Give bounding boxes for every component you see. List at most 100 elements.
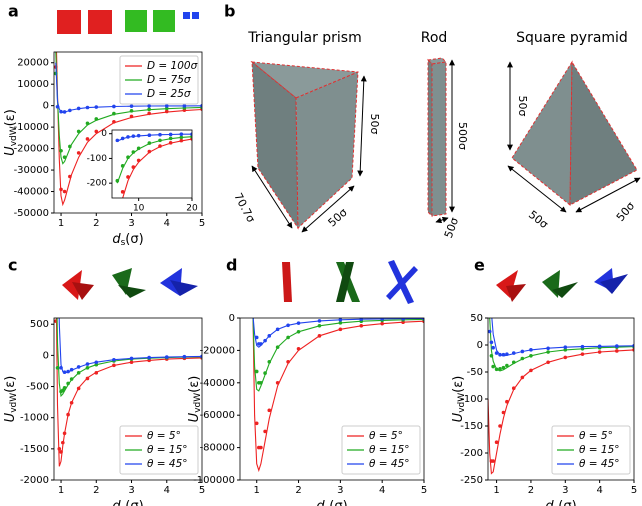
- panel-label: e: [474, 256, 485, 275]
- x-tick-label: 4: [164, 218, 170, 229]
- point: [129, 360, 134, 365]
- plot-area: [488, 318, 634, 475]
- y-tick-label: -60000: [200, 410, 235, 421]
- point: [68, 144, 72, 149]
- point: [94, 129, 99, 134]
- x-label-part: s: [121, 238, 126, 248]
- point: [632, 344, 634, 348]
- dimension-label: 500σ: [456, 122, 469, 150]
- point: [164, 104, 169, 108]
- x-tick-label: 2: [528, 485, 534, 496]
- shapes: [250, 57, 638, 230]
- point: [94, 360, 99, 365]
- point: [338, 318, 343, 322]
- y-axis-label: UvdW(ε): [451, 376, 467, 423]
- y-tick-label: 0: [43, 101, 49, 112]
- x-tick-label: 3: [128, 218, 134, 229]
- point: [494, 351, 499, 355]
- dimension-label: 70.7σ: [231, 191, 257, 225]
- x-tick-label: 1: [254, 485, 260, 496]
- legend-label: θ = 15°: [147, 444, 188, 456]
- point: [498, 352, 502, 357]
- dimension-label: 50σ: [614, 199, 637, 223]
- point: [94, 362, 99, 367]
- point: [129, 109, 134, 113]
- point: [529, 368, 533, 373]
- point: [66, 369, 70, 374]
- point: [263, 338, 267, 343]
- point: [94, 371, 99, 375]
- x-label-part: d: [545, 499, 554, 506]
- point: [76, 106, 81, 111]
- point: [129, 356, 134, 361]
- y-tick-label: -30000: [14, 165, 49, 176]
- x-label-part: (σ): [125, 499, 143, 506]
- curve: [122, 138, 192, 198]
- point: [259, 381, 263, 385]
- point: [563, 345, 568, 349]
- point: [254, 335, 259, 340]
- x-tick-label: 4: [596, 485, 602, 496]
- y-tick-label: -1500: [20, 444, 49, 455]
- point: [59, 450, 63, 454]
- point: [380, 321, 384, 326]
- point: [85, 121, 90, 126]
- panel-label: a: [8, 2, 19, 21]
- x-tick-label: 2: [93, 485, 99, 496]
- dimension-arrows: [251, 59, 641, 233]
- legend-label: D = 75σ: [147, 74, 191, 86]
- point: [76, 129, 81, 134]
- x-tick-label: 3: [337, 485, 343, 496]
- point: [200, 354, 202, 359]
- point: [129, 114, 134, 119]
- point: [76, 386, 81, 391]
- y-tick-label: -20000: [200, 345, 235, 356]
- point: [62, 189, 67, 194]
- point: [501, 365, 506, 370]
- dimension-label: 50σ: [516, 96, 529, 117]
- x-tick-label: 5: [421, 485, 427, 496]
- y-tick-label: -100000: [193, 475, 235, 486]
- point: [147, 355, 151, 360]
- point: [158, 144, 162, 148]
- point: [76, 365, 81, 369]
- point: [511, 351, 516, 355]
- y-tick-label: 0: [477, 340, 483, 351]
- point: [359, 318, 364, 322]
- point: [267, 408, 272, 413]
- point: [147, 111, 151, 116]
- plot-area: [54, 52, 202, 207]
- legend-label: θ = 15°: [579, 444, 620, 456]
- point: [597, 350, 602, 354]
- plot-frame: [53, 317, 203, 481]
- point: [317, 323, 322, 328]
- point: [85, 376, 90, 381]
- point: [380, 318, 384, 321]
- x-tick-label: 2: [295, 485, 301, 496]
- legend-box: [341, 425, 421, 475]
- legend-label: θ = 5°: [579, 430, 613, 442]
- point: [501, 352, 506, 357]
- point: [136, 133, 141, 138]
- point: [69, 367, 74, 372]
- point: [94, 117, 99, 121]
- point: [296, 321, 301, 325]
- point: [57, 447, 62, 451]
- point: [85, 105, 90, 110]
- x-tick-label: 1: [58, 218, 64, 229]
- point: [286, 323, 290, 328]
- point: [164, 106, 169, 111]
- y-tick-label: -250: [460, 475, 483, 486]
- y-tick-label: -200: [87, 179, 108, 189]
- y-tick-label: -200: [460, 448, 483, 459]
- point: [546, 360, 550, 365]
- chart: 12345-100000-80000-60000-40000-200000dds…: [187, 256, 428, 506]
- y-tick-label: 500: [30, 319, 49, 330]
- x-label-part: d: [316, 499, 325, 506]
- x-tick-label: 1: [58, 485, 64, 496]
- point: [494, 367, 499, 372]
- point: [179, 138, 184, 143]
- legend-label: θ = 45°: [369, 458, 410, 470]
- x-label-part: s: [554, 505, 559, 506]
- y-label-part: U: [187, 412, 202, 422]
